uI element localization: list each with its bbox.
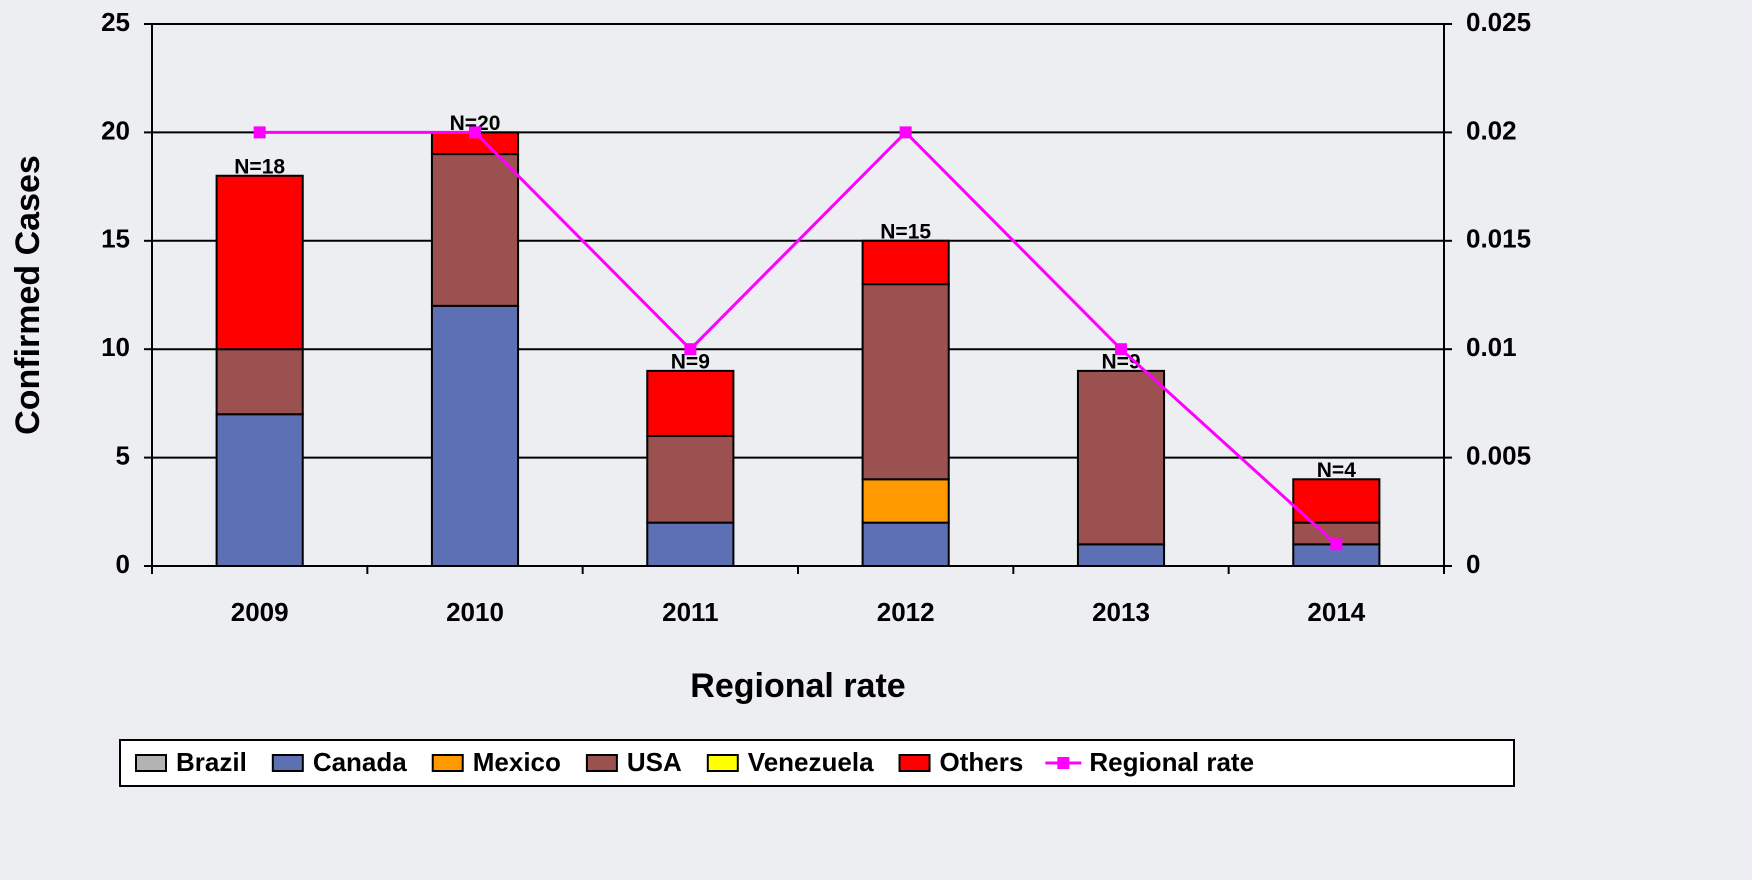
bar-segment xyxy=(1076,543,1166,568)
line-marker xyxy=(253,126,266,139)
legend-swatch xyxy=(585,754,618,772)
legend-swatch xyxy=(706,754,739,772)
bar-segment xyxy=(1076,369,1166,546)
y-tick-label: 25 xyxy=(101,7,130,37)
bar-segment xyxy=(861,283,950,481)
data-label: N=18 xyxy=(234,155,285,178)
y-tick-label: 20 xyxy=(101,115,130,145)
bar-segment xyxy=(215,348,304,416)
y2-tick-label: 0.025 xyxy=(1466,7,1531,37)
legend-swatch xyxy=(271,754,304,772)
legend-box xyxy=(119,739,1515,787)
legend-label: USA xyxy=(627,747,682,777)
line-marker xyxy=(1330,538,1343,551)
bar-segment xyxy=(861,239,950,286)
line-series xyxy=(259,130,1338,546)
bar-segment xyxy=(215,413,304,567)
legend-label: Brazil xyxy=(176,747,247,777)
bar-segment xyxy=(430,304,520,567)
y2-tick-label: 0.02 xyxy=(1466,115,1517,145)
legend-label: Canada xyxy=(313,747,407,777)
bar-segment xyxy=(861,521,950,568)
data-label: N=15 xyxy=(880,220,931,243)
line-marker xyxy=(899,126,912,139)
bar-segment xyxy=(215,174,304,351)
y-axis-title: Confirmed Cases xyxy=(9,155,47,435)
y-tick-label: 5 xyxy=(116,440,130,470)
data-label: N=9 xyxy=(671,350,710,373)
line-marker xyxy=(469,126,481,139)
y-tick-label: 0 xyxy=(116,549,130,579)
y-tick-label: 15 xyxy=(101,224,130,254)
x-tick-label: 2010 xyxy=(446,597,504,627)
x-tick-label: 2013 xyxy=(1092,597,1150,627)
data-label: N=4 xyxy=(1317,459,1356,482)
bar-segment xyxy=(646,434,735,524)
y2-tick-label: 0.01 xyxy=(1466,332,1517,362)
legend-swatch xyxy=(431,754,464,772)
line-marker xyxy=(1115,343,1127,356)
legend-label: Mexico xyxy=(473,747,561,777)
x-axis-title: Regional rate xyxy=(690,667,905,705)
x-tick-label: 2011 xyxy=(662,597,718,627)
line-marker xyxy=(684,343,697,356)
bar-segment xyxy=(1292,478,1381,524)
bar-segment xyxy=(646,521,735,568)
bar-segment xyxy=(861,478,950,524)
legend-swatch xyxy=(1057,757,1070,769)
legend-swatch xyxy=(135,754,167,772)
legend-label: Regional rate xyxy=(1089,747,1254,777)
data-label: N=20 xyxy=(450,112,501,135)
y2-tick-label: 0 xyxy=(1466,549,1480,579)
x-tick-label: 2012 xyxy=(877,597,935,627)
legend-label: Venezuela xyxy=(748,747,874,777)
bar-segment xyxy=(646,369,735,437)
legend-label: Others xyxy=(940,747,1024,777)
bar-segment xyxy=(430,153,520,307)
y2-tick-label: 0.015 xyxy=(1466,224,1531,254)
x-tick-label: 2009 xyxy=(231,597,289,627)
y2-tick-label: 0.005 xyxy=(1466,440,1531,470)
x-tick-label: 2014 xyxy=(1307,597,1365,627)
legend-swatch xyxy=(898,754,931,772)
y-tick-label: 10 xyxy=(101,332,130,362)
